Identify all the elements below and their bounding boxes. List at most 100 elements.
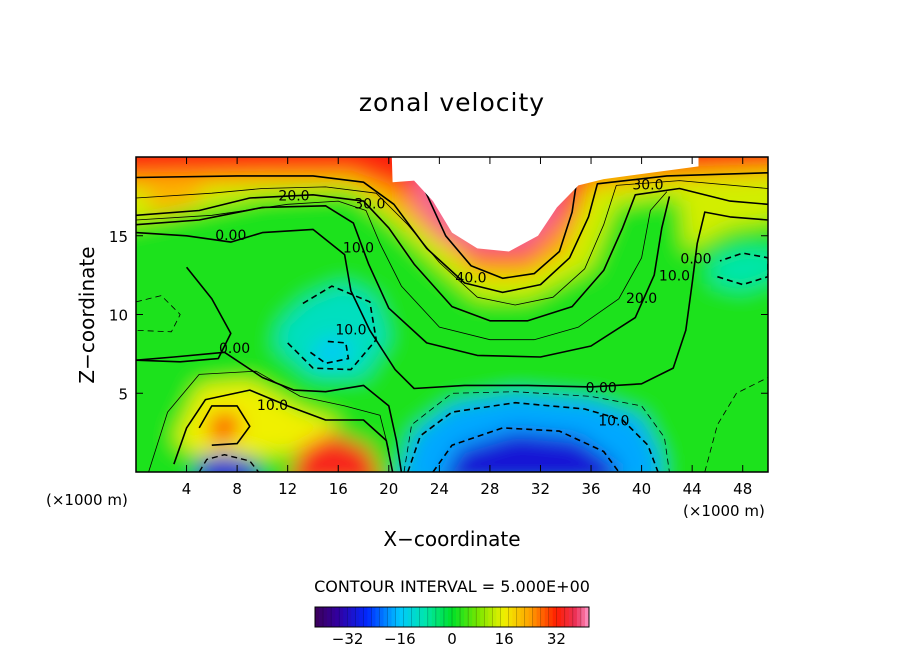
contour-label: 10.0 (343, 240, 374, 256)
colorbar-segment (367, 607, 372, 627)
colorbar-segment (435, 607, 441, 627)
bottom-blue-core (446, 431, 617, 472)
colorbar-segment (540, 607, 546, 627)
colorbar-segment (480, 607, 485, 627)
colorbar-segment (560, 607, 566, 627)
contour-10-lower (173, 389, 394, 472)
colorbar-segment (572, 607, 578, 627)
colorbar-segment (431, 607, 437, 627)
colorbar-tick-label: 32 (547, 630, 566, 648)
colorbar-segment (323, 607, 328, 627)
colorbar-segment (568, 607, 574, 627)
colorbar-segment (411, 607, 417, 627)
y-tick-label: 5 (118, 385, 128, 403)
colorbar-segment (347, 607, 352, 627)
contour-thin-bottom-right (403, 391, 670, 472)
velocity-field (136, 157, 768, 472)
contour-label: 20.0 (278, 188, 309, 204)
colorbar-segment (500, 607, 505, 627)
colorbar-segment (379, 607, 384, 627)
colorbar-segment (387, 607, 392, 627)
contour-neg-left-bottom (198, 454, 260, 472)
colorbar-segment (496, 607, 501, 627)
colorbar-segment (564, 607, 570, 627)
left-red-spot (209, 412, 240, 444)
contour-label: 30.0 (632, 177, 663, 193)
contour-neg10-core (309, 340, 350, 365)
contour-thin-upper-2 (136, 191, 668, 341)
colorbar-segment (556, 607, 562, 627)
chart-title: zonal velocity (358, 88, 546, 117)
colorbar-segment (407, 607, 413, 627)
contour-interval-note: CONTOUR INTERVAL = 5.000E+00 (314, 577, 590, 596)
x-tick-label: 32 (531, 480, 550, 498)
x-tick-label: 40 (632, 480, 651, 498)
colorbar-segment (335, 607, 340, 627)
colorbar-segment (520, 607, 525, 627)
colorbar-segment (399, 607, 405, 627)
contour-label: 10.0 (659, 269, 690, 285)
contour-neg20-bottom (432, 427, 620, 472)
colorbar-segment (536, 607, 542, 627)
x-axis-label: X−coordinate (383, 527, 521, 551)
right-yellow-patch (679, 188, 768, 252)
colorbar-segment (544, 607, 550, 627)
colorbar-segment (512, 607, 517, 627)
contour-40-upper (419, 169, 580, 280)
contour-neg10-bottom (407, 401, 659, 472)
colorbar-segment (492, 607, 497, 627)
y-tick-label: 10 (109, 307, 128, 325)
colorbar-segment (339, 607, 344, 627)
colorbar-segment (315, 607, 320, 627)
masked-region (391, 157, 699, 252)
x-tick-label: 28 (480, 480, 499, 498)
contour-0-loop (136, 266, 232, 363)
contour-label: 10.0 (257, 398, 288, 414)
colorbar-segment (351, 607, 356, 627)
colorbar-segment (516, 607, 521, 627)
colorbar-segment (419, 607, 425, 627)
colorbar-segment (508, 607, 513, 627)
colorbar-segment (468, 607, 473, 627)
colorbar-segment (359, 607, 364, 627)
x-unit-label-right: (×1000 m) (683, 502, 765, 520)
contour-label: 0.00 (219, 341, 250, 357)
colorbar-segment (355, 607, 360, 627)
colorbar: −32 −16 0 16 32 (314, 606, 590, 648)
contour-lines (136, 169, 768, 472)
colorbar-segment (552, 607, 558, 627)
colorbar-tick-label: 0 (447, 630, 457, 648)
bottom-red-lens (292, 432, 378, 472)
contour-label: 0.00 (215, 228, 246, 244)
contour-label: 0.00 (680, 251, 711, 267)
contour-neg-right (717, 252, 768, 286)
colorbar-tick-label: −32 (332, 630, 364, 648)
colorbar-segment (383, 607, 388, 627)
colorbar-frame (314, 606, 590, 628)
central-cyan-low (275, 283, 389, 378)
colorbar-segment (464, 607, 469, 627)
contour-thin-right (704, 377, 768, 472)
x-tick-label: 48 (733, 480, 752, 498)
colorbar-segment (488, 607, 493, 627)
contour-thin-left (136, 295, 181, 333)
colorbar-segment (548, 607, 554, 627)
contour-label: 10.0 (598, 414, 629, 430)
colorbar-segment (576, 607, 582, 627)
x-unit-label-left: (×1000 m) (46, 491, 128, 509)
y-ticks: 5 10 15 (109, 228, 768, 403)
colorbar-segment (371, 607, 376, 627)
colorbar-segment (363, 607, 368, 627)
y-tick-label: 15 (109, 228, 128, 246)
x-tick-label: 8 (232, 480, 242, 498)
contour-label: 10.0 (335, 322, 366, 338)
contour-labels: 20.0 30.00.0010.040.030.00.0010.020.010.0… (215, 177, 711, 429)
contour-label: 40.0 (455, 270, 486, 286)
masked-white-region (391, 157, 699, 252)
x-tick-label: 20 (379, 480, 398, 498)
contour-neg10-center (287, 285, 377, 371)
colorbar-segment (319, 607, 324, 627)
contour-thin-upper-1 (136, 180, 768, 306)
colorbar-tick-label: −16 (384, 630, 416, 648)
